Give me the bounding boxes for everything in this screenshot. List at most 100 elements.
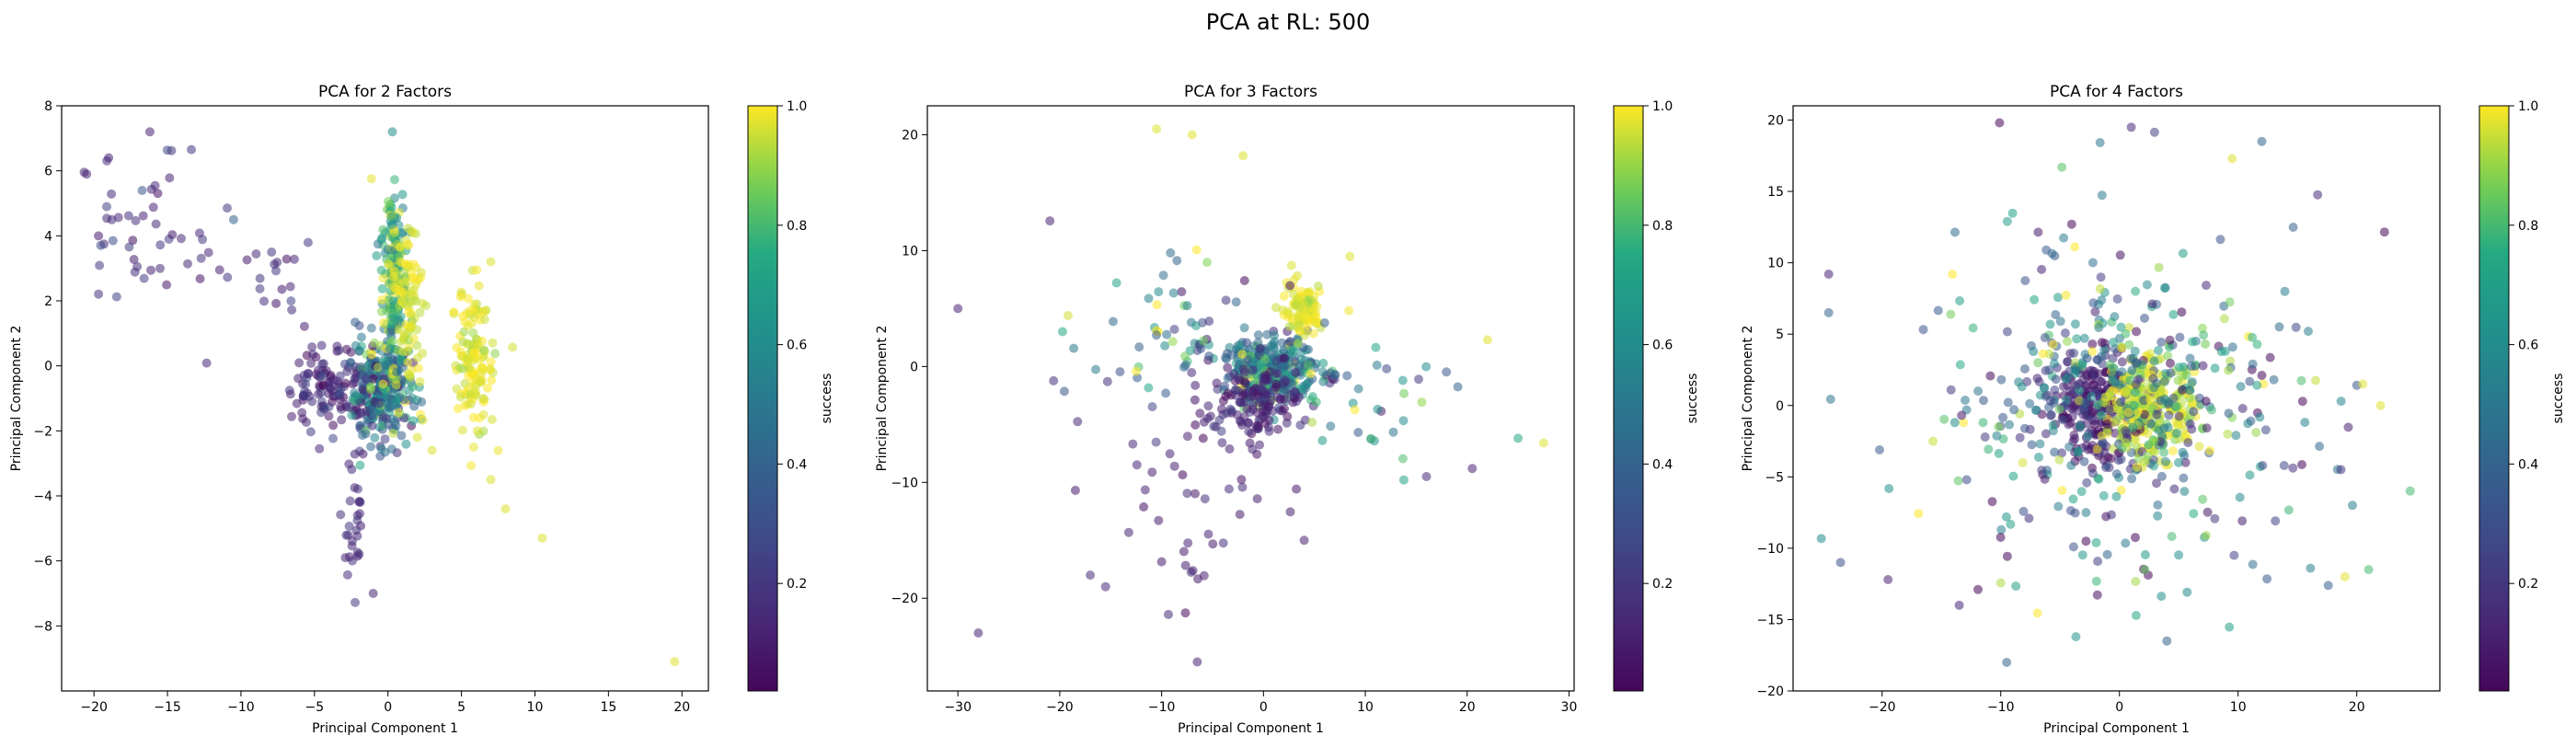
data-point [1237, 482, 1248, 492]
data-point [406, 310, 416, 320]
data-point [203, 247, 213, 258]
data-point [2274, 322, 2284, 332]
data-point [1825, 395, 1835, 404]
data-point [2050, 385, 2060, 395]
data-point [1212, 378, 1222, 388]
data-point [408, 393, 418, 403]
data-point [372, 251, 382, 260]
data-point [2152, 478, 2161, 489]
data-point [2070, 363, 2080, 374]
data-point [2117, 367, 2127, 377]
data-point [2094, 323, 2104, 333]
data-point [2248, 559, 2258, 569]
data-point [2008, 471, 2018, 481]
data-point [2245, 470, 2255, 480]
data-point [1239, 323, 1249, 333]
data-point [2343, 422, 2353, 432]
data-point [378, 273, 388, 282]
data-point [383, 245, 393, 255]
data-point [2227, 154, 2237, 164]
data-point [1303, 320, 1313, 330]
data-point [315, 381, 325, 390]
data-point [2159, 376, 2169, 386]
data-point [271, 298, 282, 308]
data-point [1884, 484, 1894, 493]
data-point [2150, 447, 2160, 457]
data-point [2194, 442, 2204, 452]
data-point [383, 420, 393, 430]
data-point [1994, 422, 2004, 431]
data-point [1073, 417, 1083, 427]
data-point [1268, 406, 1278, 416]
data-point [2315, 442, 2325, 452]
data-point [2069, 348, 2079, 358]
data-point [2182, 587, 2192, 597]
data-point [144, 127, 155, 137]
data-point [336, 510, 346, 520]
data-point [1086, 570, 1096, 581]
data-point [102, 201, 111, 212]
colorbar-tick-label: 0.8 [1652, 219, 1673, 234]
data-point [458, 311, 467, 321]
data-point [2279, 461, 2289, 470]
data-point [421, 301, 431, 311]
data-point [1883, 575, 1893, 584]
data-point [1192, 657, 1202, 667]
data-point [2113, 455, 2123, 466]
data-point [2007, 208, 2018, 218]
data-point [1217, 438, 1227, 448]
data-point [397, 287, 408, 297]
chart-title: PCA for 2 Factors [318, 83, 452, 101]
data-point [2178, 385, 2188, 395]
data-point [1954, 600, 1964, 610]
data-point [356, 408, 366, 419]
data-point [2066, 461, 2076, 470]
x-tick-label: −5 [305, 700, 324, 715]
data-point [183, 259, 192, 269]
data-point [391, 380, 401, 390]
data-point [2147, 299, 2157, 309]
data-point [2131, 286, 2141, 296]
data-point [2037, 264, 2047, 274]
data-point [487, 415, 497, 424]
data-point [2117, 357, 2127, 367]
data-point [1979, 396, 1988, 406]
data-point [138, 211, 148, 221]
data-point [94, 231, 104, 241]
data-point [387, 127, 397, 137]
data-point [1995, 578, 2006, 588]
data-point [389, 175, 399, 185]
data-point [2037, 466, 2047, 476]
data-point [472, 426, 482, 436]
data-point [2088, 298, 2099, 308]
data-point [1293, 312, 1303, 322]
data-point [201, 358, 212, 368]
data-point [1329, 370, 1340, 380]
data-point [2153, 511, 2163, 521]
y-tick-label: 0 [44, 360, 52, 374]
data-point [2297, 397, 2307, 407]
data-point [356, 362, 366, 372]
y-tick-label: 6 [44, 165, 52, 179]
data-point [324, 411, 334, 421]
data-point [123, 211, 133, 221]
data-point [1353, 384, 1363, 394]
colorbar-tick-label: 0.4 [2518, 457, 2538, 472]
data-point [298, 390, 308, 400]
data-point [408, 285, 419, 295]
data-point [1285, 507, 1295, 517]
data-point [2102, 549, 2112, 559]
data-point [2313, 190, 2323, 200]
data-point [2143, 451, 2153, 461]
data-point [1398, 416, 1409, 426]
data-point [1277, 338, 1287, 348]
data-point [2187, 424, 2197, 434]
data-point [2121, 328, 2131, 339]
data-point [2296, 375, 2306, 385]
data-point [315, 443, 325, 454]
data-point [319, 403, 329, 413]
data-point [2252, 339, 2262, 350]
data-point [198, 235, 208, 245]
data-point [412, 432, 422, 443]
data-point [131, 215, 141, 225]
